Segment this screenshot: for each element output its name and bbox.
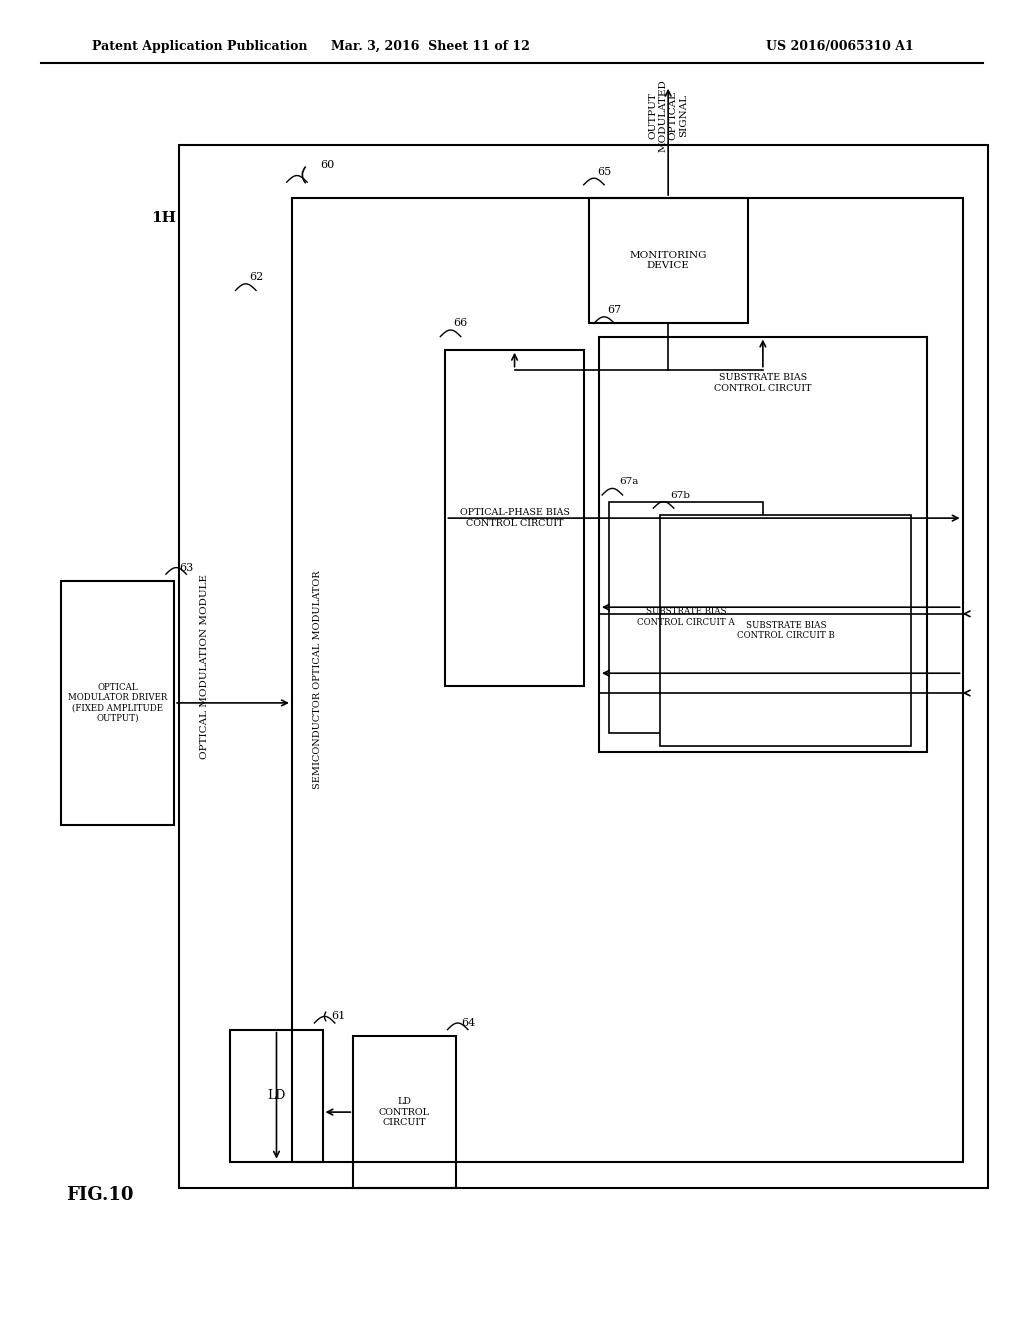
Text: OUTPUT
MODULATED
OPTICAL
SIGNAL: OUTPUT MODULATED OPTICAL SIGNAL	[648, 79, 688, 152]
Text: 62: 62	[249, 272, 263, 282]
Text: LD
CONTROL
CIRCUIT: LD CONTROL CIRCUIT	[379, 1097, 430, 1127]
Text: US 2016/0065310 A1: US 2016/0065310 A1	[766, 40, 913, 53]
Text: 63: 63	[179, 562, 194, 573]
Text: OPTICAL MODULATION MODULE: OPTICAL MODULATION MODULE	[201, 574, 209, 759]
Text: 67a: 67a	[620, 478, 639, 486]
Bar	[660, 515, 911, 746]
Bar	[609, 502, 763, 733]
Bar	[599, 337, 927, 752]
Text: OPTICAL-PHASE BIAS
CONTROL CIRCUIT: OPTICAL-PHASE BIAS CONTROL CIRCUIT	[460, 508, 569, 528]
Bar	[353, 1036, 456, 1188]
Bar	[292, 198, 963, 1162]
Text: 60: 60	[321, 160, 335, 170]
Bar	[230, 1030, 323, 1162]
Text: 67b: 67b	[671, 491, 691, 499]
Text: LD: LD	[267, 1089, 286, 1102]
Text: SUBSTRATE BIAS
CONTROL CIRCUIT A: SUBSTRATE BIAS CONTROL CIRCUIT A	[637, 607, 735, 627]
Bar	[61, 581, 174, 825]
Text: SUBSTRATE BIAS
CONTROL CIRCUIT B: SUBSTRATE BIAS CONTROL CIRCUIT B	[737, 620, 835, 640]
Text: SEMICONDUCTOR OPTICAL MODULATOR: SEMICONDUCTOR OPTICAL MODULATOR	[313, 570, 322, 789]
Bar	[179, 145, 988, 1188]
Text: OPTICAL
MODULATOR DRIVER
(FIXED AMPLITUDE
OUTPUT): OPTICAL MODULATOR DRIVER (FIXED AMPLITUD…	[68, 682, 168, 723]
Text: MONITORING
DEVICE: MONITORING DEVICE	[630, 251, 707, 271]
Text: 65: 65	[597, 166, 611, 177]
Text: 67: 67	[607, 305, 622, 315]
Text: Mar. 3, 2016  Sheet 11 of 12: Mar. 3, 2016 Sheet 11 of 12	[331, 40, 529, 53]
Text: Patent Application Publication: Patent Application Publication	[92, 40, 307, 53]
Bar	[589, 198, 748, 323]
Bar	[445, 350, 584, 686]
Text: 66: 66	[454, 318, 468, 329]
Text: SUBSTRATE BIAS
CONTROL CIRCUIT: SUBSTRATE BIAS CONTROL CIRCUIT	[714, 374, 812, 392]
Text: 64: 64	[461, 1018, 475, 1028]
Text: FIG.10: FIG.10	[67, 1185, 134, 1204]
Text: 1H: 1H	[152, 211, 176, 224]
Text: 61: 61	[331, 1011, 345, 1022]
